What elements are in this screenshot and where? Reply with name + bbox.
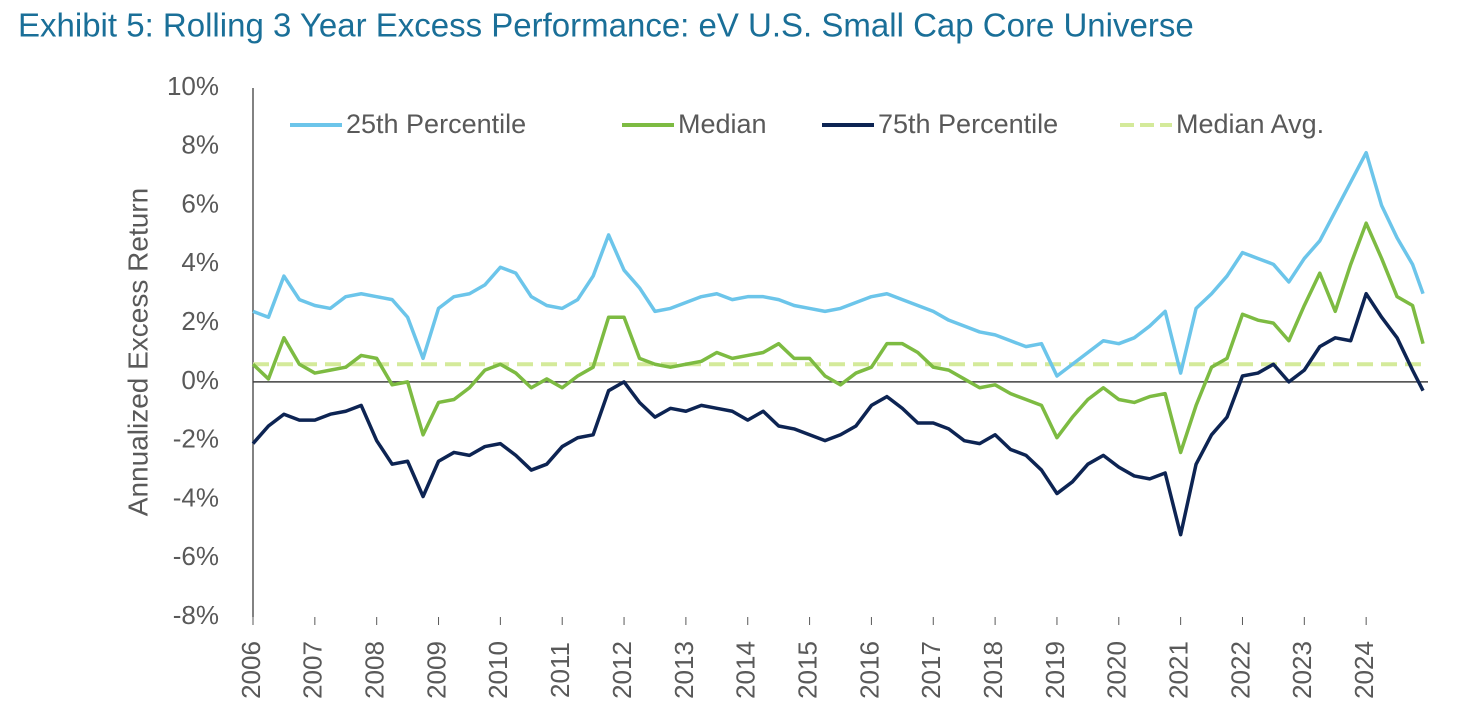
x-tick-label: 2023 xyxy=(1287,641,1317,699)
legend-label: 25th Percentile xyxy=(346,109,526,139)
x-tick-label: 2019 xyxy=(1040,641,1070,699)
x-tick-label: 2010 xyxy=(483,641,513,699)
x-tick-label: 2017 xyxy=(916,641,946,699)
x-tick-label: 2009 xyxy=(421,641,451,699)
y-tick-label: -2% xyxy=(173,424,219,454)
x-tick-label: 2015 xyxy=(792,641,822,699)
series-line xyxy=(251,291,1425,537)
y-tick-label: 4% xyxy=(181,247,219,277)
x-tick-label: 2021 xyxy=(1164,641,1194,699)
y-tick-label: -8% xyxy=(173,600,219,630)
series-line xyxy=(252,150,1425,378)
series-line xyxy=(251,221,1425,455)
x-tick-label: 2006 xyxy=(236,641,266,699)
y-tick-label: -4% xyxy=(173,482,219,512)
legend-label: Median Avg. xyxy=(1176,109,1324,139)
x-tick-label: 2024 xyxy=(1349,641,1379,699)
chart-title: Exhibit 5: Rolling 3 Year Excess Perform… xyxy=(18,7,1194,44)
x-tick-label: 2012 xyxy=(607,641,637,699)
y-tick-label: 2% xyxy=(181,306,219,336)
y-tick-label: 0% xyxy=(181,365,219,395)
y-tick-label: -6% xyxy=(173,541,219,571)
legend-label: Median xyxy=(678,109,767,139)
x-tick-label: 2014 xyxy=(731,641,761,699)
y-tick-label: 10% xyxy=(167,71,219,101)
y-tick-label: 6% xyxy=(181,188,219,218)
x-tick-label: 2016 xyxy=(854,641,884,699)
y-axis-label: Annualized Excess Return xyxy=(122,188,153,516)
x-tick-label: 2020 xyxy=(1102,641,1132,699)
legend-label: 75th Percentile xyxy=(878,109,1058,139)
x-tick-label: 2011 xyxy=(545,642,575,698)
x-tick-label: 2013 xyxy=(669,641,699,699)
x-tick-label: 2007 xyxy=(298,641,328,699)
x-tick-label: 2022 xyxy=(1225,641,1255,699)
y-tick-label: 8% xyxy=(181,130,219,160)
x-tick-label: 2008 xyxy=(360,641,390,699)
x-tick-label: 2018 xyxy=(978,641,1008,699)
